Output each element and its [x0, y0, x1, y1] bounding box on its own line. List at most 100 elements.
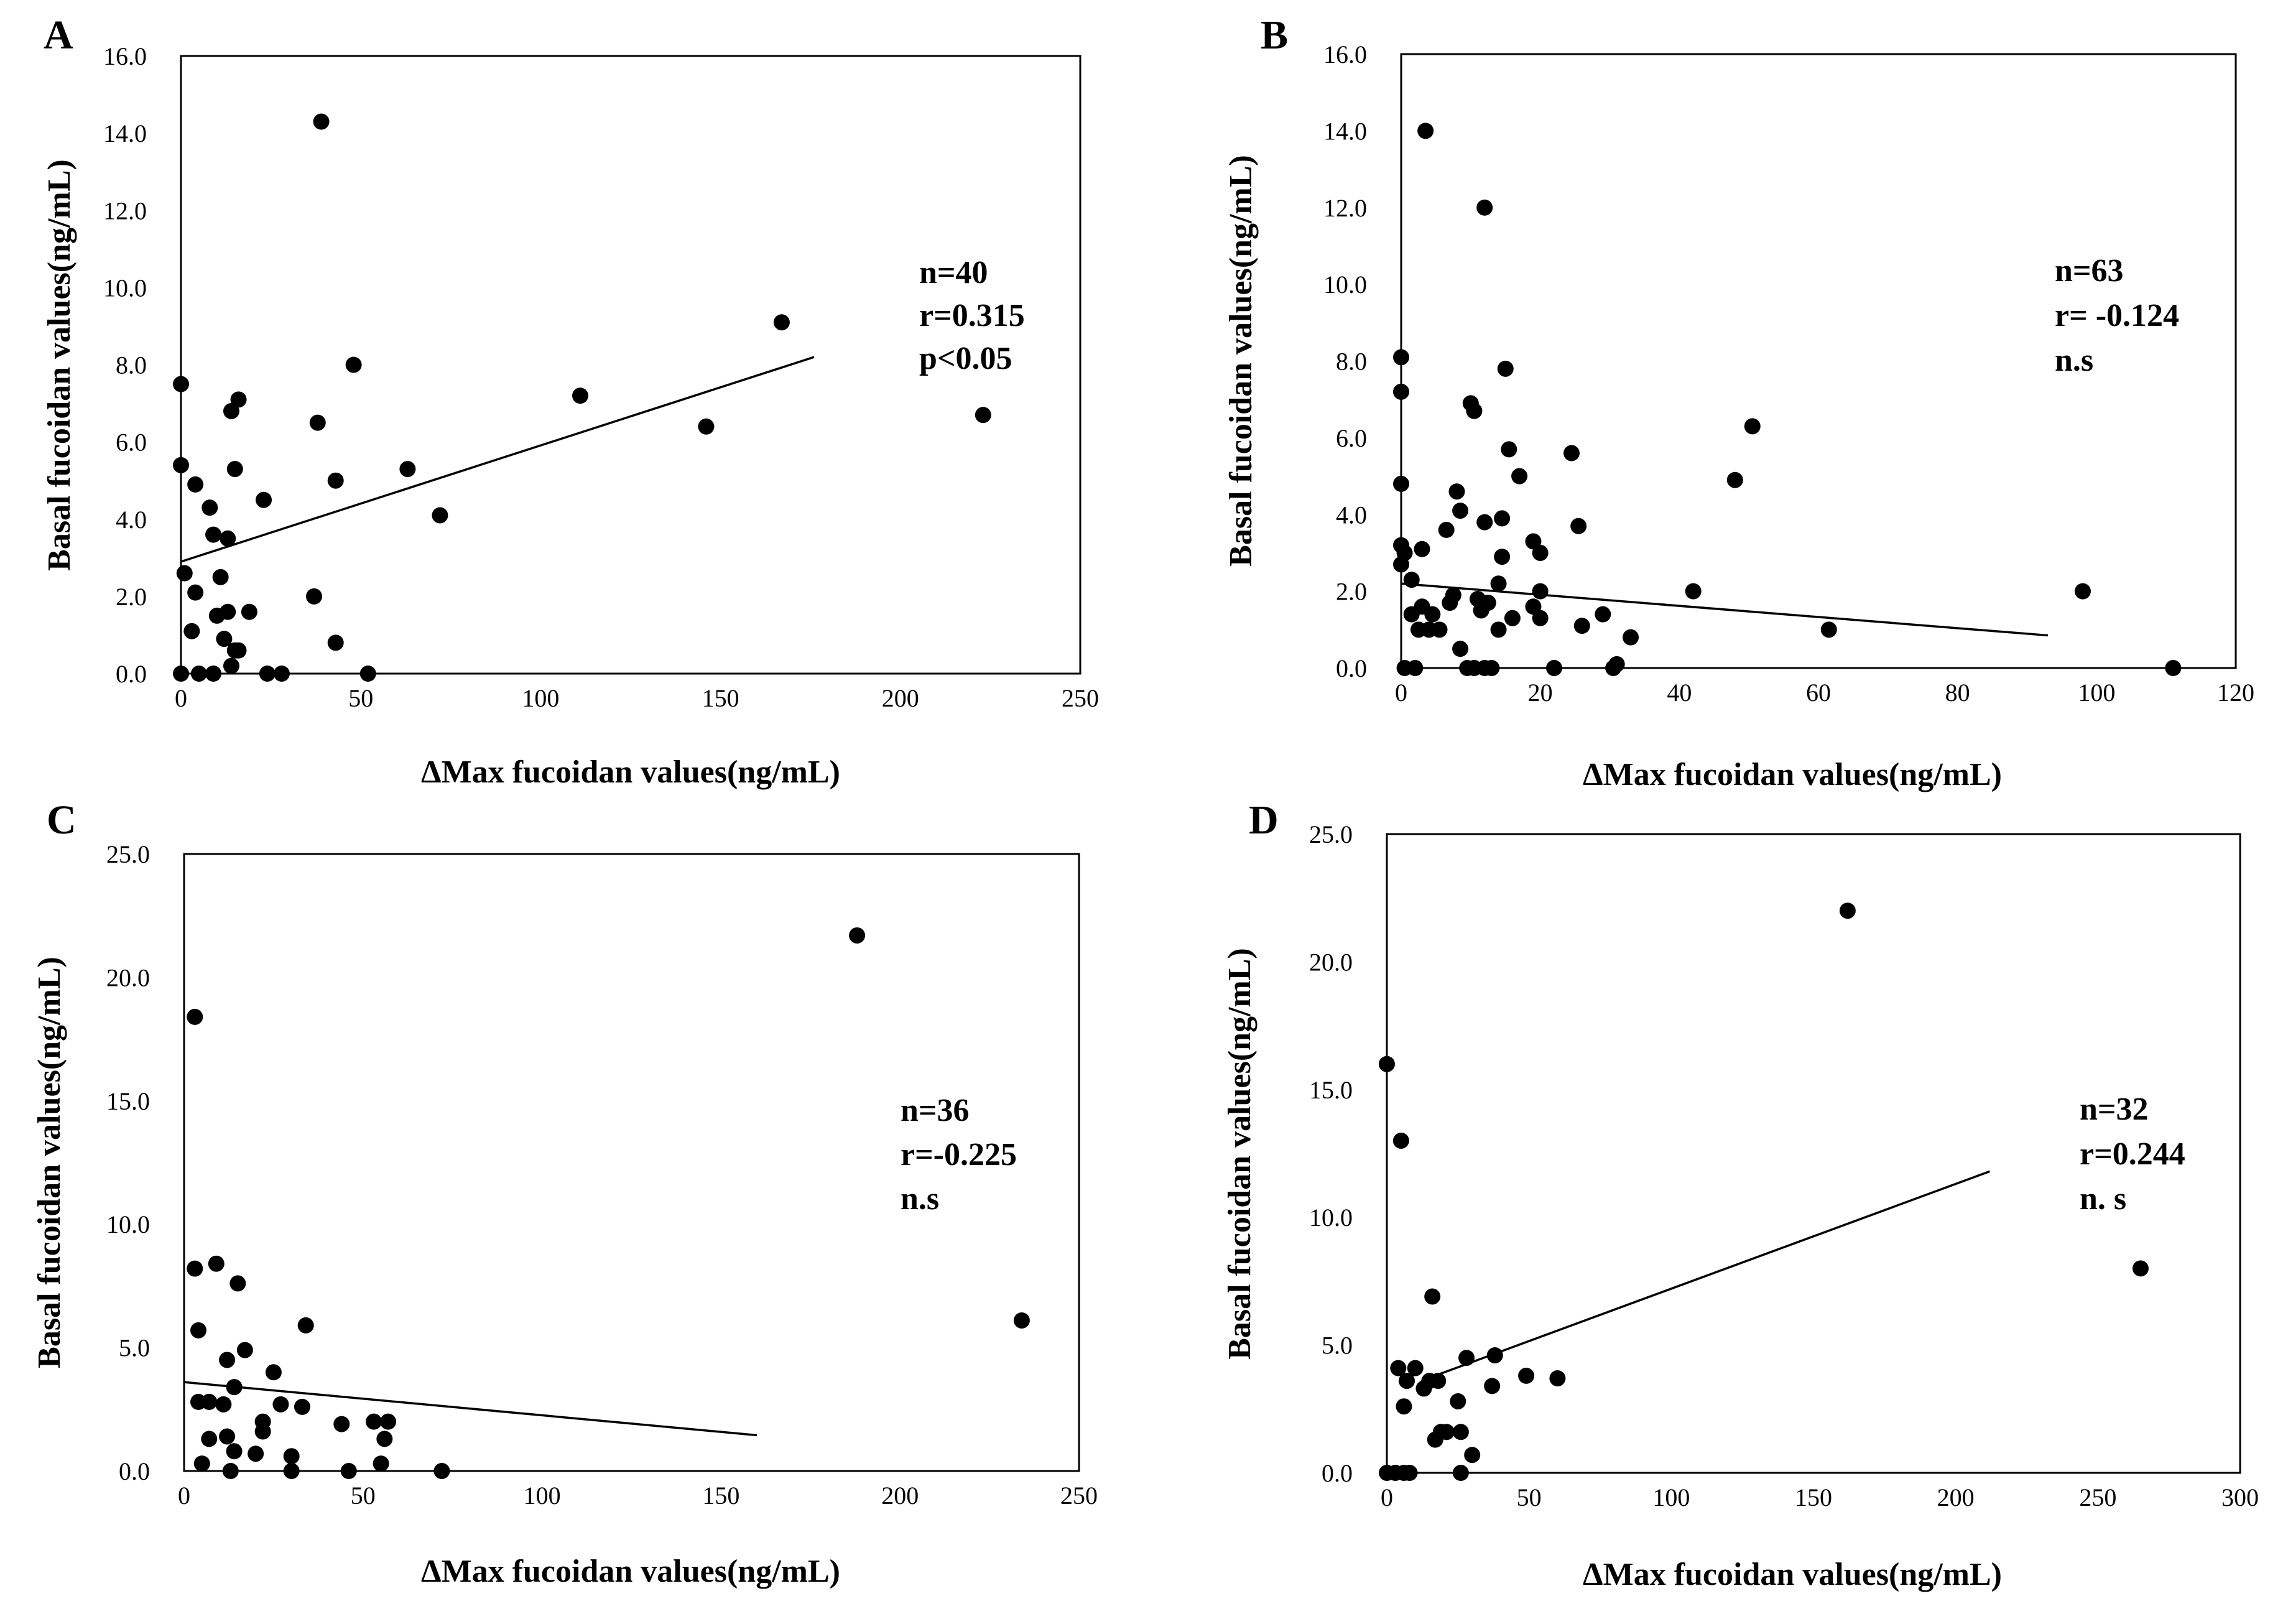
panel-b-x-axis-label: ΔMax fucoidan values(ng/mL) — [1583, 757, 2002, 792]
panel-a-data-point — [187, 584, 204, 601]
panel-c-data-point — [187, 1008, 203, 1025]
panel-a-x-tick-label: 250 — [1062, 684, 1099, 712]
panel-a-data-point — [773, 314, 790, 331]
panel-a-y-tick-label: 0.0 — [116, 660, 147, 688]
panel-c-data-point — [333, 1416, 350, 1432]
panel-a-trendline — [180, 356, 815, 563]
panel-a-data-point — [313, 113, 330, 130]
panel-a-data-point — [205, 526, 222, 543]
panel-b-data-point — [1483, 660, 1500, 676]
panel-c-stat-p: n.s — [901, 1181, 939, 1217]
panel-d-y-tick-label: 20.0 — [1309, 948, 1353, 976]
panel-b-data-point — [1685, 583, 1702, 600]
panel-a-x-tick-label: 50 — [348, 684, 373, 712]
panel-b-data-point — [1595, 606, 1611, 623]
panel-c-data-point — [1013, 1312, 1030, 1329]
panel-b-y-tick-label: 4.0 — [1336, 501, 1367, 529]
panel-d-ticks: 0 50 100 150 200 250 300 0.0 5.0 10.0 15.0 20.0 25.0 — [1309, 820, 2259, 1511]
panel-d-data-point — [1399, 1373, 1415, 1390]
panel-a-y-tick-label: 6.0 — [116, 429, 147, 457]
panel-b-data-point — [1417, 123, 1434, 139]
panel-a-data-point — [327, 634, 344, 651]
panel-d-data-point — [1392, 1132, 1409, 1149]
panel-c-y-tick-label: 20.0 — [106, 963, 150, 991]
panel-a-data-point — [220, 603, 236, 620]
panel-c-y-tick-label: 15.0 — [106, 1087, 150, 1115]
panel-c-x-tick-label: 50 — [351, 1482, 376, 1510]
panel-c-data-point — [265, 1364, 282, 1381]
panel-a-trendline-layer — [180, 356, 815, 563]
panel-a-data-point — [173, 666, 189, 682]
panel-c-data-point — [226, 1379, 243, 1396]
panel-b-y-tick-label: 6.0 — [1336, 424, 1367, 452]
panel-b-data-point — [1445, 587, 1461, 603]
panel-d-x-tick-label: 250 — [2079, 1483, 2116, 1511]
panel-a-data-point — [432, 507, 448, 524]
panel-d-data-point — [1407, 1360, 1424, 1376]
panel-c-x-tick-label: 0 — [178, 1482, 190, 1510]
panel-c-x-tick-label: 200 — [881, 1482, 919, 1510]
panel-b-y-tick-label: 10.0 — [1323, 271, 1367, 299]
panel-c-x-tick-label: 150 — [702, 1482, 739, 1510]
panel-d-data-point — [1452, 1465, 1469, 1481]
panel-d-data-point — [2132, 1260, 2149, 1277]
panel-b-data-point — [1480, 595, 1496, 611]
panel-d-y-tick-label: 0.0 — [1322, 1459, 1353, 1487]
panel-b-data-point — [1820, 621, 1837, 638]
panel-c-x-tick-label: 250 — [1060, 1482, 1098, 1510]
panel-a-data-point — [399, 461, 416, 478]
panel-b-y-tick-label: 2.0 — [1336, 578, 1367, 606]
panel-b-data-point — [1490, 575, 1507, 592]
panel-b-data-point — [1476, 514, 1493, 531]
panel-a-data-point — [176, 565, 193, 582]
panel-b-points — [1393, 123, 2182, 676]
panel-a-data-point — [173, 376, 189, 392]
panel-d-points — [1379, 902, 2149, 1481]
panel-d-letter: D — [1249, 797, 1279, 843]
panel-d-x-tick-label: 0 — [1381, 1483, 1393, 1511]
panel-b-data-point — [1393, 383, 1409, 400]
panel-c-data-point — [373, 1455, 389, 1472]
panel-c: C ΔMax fucoidan values(ng/mL) Basal fuco… — [32, 797, 1098, 1589]
panel-c-data-point — [297, 1317, 314, 1334]
panel-c-data-point — [190, 1322, 207, 1339]
panel-c-y-tick-label: 5.0 — [119, 1334, 150, 1362]
panel-d-data-point — [1396, 1398, 1412, 1415]
panel-d-y-axis-label: Basal fucoidan values(ng/mL) — [1222, 948, 1257, 1360]
panel-b-x-tick-label: 40 — [1667, 679, 1692, 707]
panel-a-points — [173, 113, 991, 682]
panel-a-stat-p: p<0.05 — [919, 341, 1012, 376]
panel-b-data-point — [1452, 503, 1469, 519]
panel-b-ticks: 0 20 40 60 80 100 120 0.0 2.0 4.0 6.0 8.0 10.0 12.0 14… — [1323, 40, 2254, 707]
panel-c-trendline-layer — [183, 1381, 757, 1437]
panel-a-data-point — [187, 476, 204, 493]
panel-d-data-point — [1452, 1424, 1469, 1441]
panel-c-stat-n: n=36 — [901, 1093, 970, 1128]
panel-d-data-point — [1379, 1056, 1395, 1072]
panel-b-stat-r: r= -0.124 — [2055, 298, 2179, 333]
panel-c-data-point — [219, 1352, 236, 1368]
panel-b-data-point — [1532, 544, 1549, 561]
panel-c-data-point — [187, 1260, 203, 1277]
panel-b-data-point — [1501, 441, 1517, 458]
panel-b-data-point — [2165, 660, 2182, 676]
panel-a-data-point — [230, 391, 247, 408]
panel-c-plot-area — [183, 853, 1080, 1472]
panel-d-data-point — [1486, 1347, 1503, 1364]
panel-b-data-point — [1570, 517, 1587, 534]
panel-c-data-point — [294, 1398, 310, 1415]
panel-a-y-tick-label: 14.0 — [103, 119, 147, 147]
panel-a-data-point — [359, 666, 376, 682]
panel-a-y-axis-label: Basal fucoidan values(ng/mL) — [42, 159, 77, 571]
panel-b-x-tick-label: 0 — [1395, 679, 1407, 707]
panel-b: B ΔMax fucoidan values(ng/mL) Basal fuco… — [1223, 12, 2254, 792]
panel-c-letter: C — [47, 797, 76, 843]
panel-b-data-point — [1448, 483, 1465, 500]
panel-c-data-point — [222, 1463, 239, 1479]
panel-d-x-tick-label: 150 — [1795, 1483, 1832, 1511]
panel-a-y-tick-label: 10.0 — [103, 274, 147, 302]
panel-a-data-point — [572, 387, 589, 404]
panel-c-data-point — [201, 1393, 218, 1410]
panel-a-data-point — [190, 666, 207, 682]
panel-a-x-tick-label: 200 — [882, 684, 919, 712]
